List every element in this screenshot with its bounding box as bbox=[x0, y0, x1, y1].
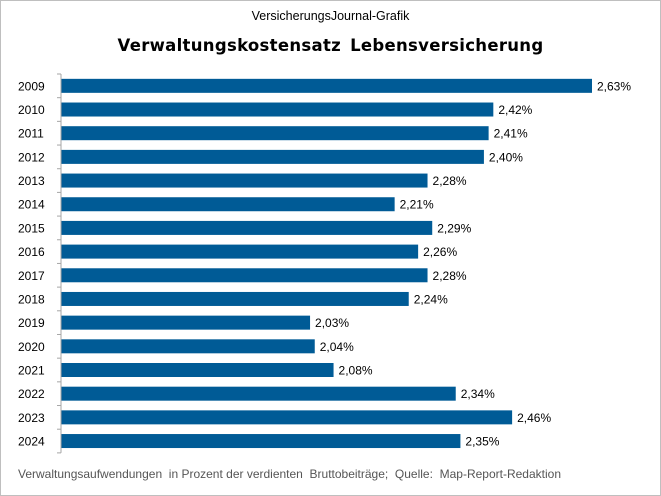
data-label-2012: 2,40% bbox=[489, 150, 523, 164]
data-label-2009: 2,63% bbox=[597, 79, 631, 93]
data-label-2011: 2,41% bbox=[494, 127, 528, 141]
data-label-2015: 2,29% bbox=[437, 221, 471, 235]
data-label-2024: 2,35% bbox=[465, 435, 499, 449]
y-tick-label-2015: 2015 bbox=[18, 221, 45, 235]
bar-2021 bbox=[61, 363, 334, 377]
y-tick-label-2009: 2009 bbox=[18, 79, 45, 93]
bar-2013 bbox=[61, 173, 428, 188]
y-tick-label-2014: 2014 bbox=[18, 198, 45, 212]
bar-2016 bbox=[61, 244, 419, 259]
y-tick-label-2019: 2019 bbox=[18, 316, 45, 330]
data-label-2013: 2,28% bbox=[433, 174, 467, 188]
y-tick-label-2018: 2018 bbox=[18, 292, 45, 306]
data-label-2016: 2,26% bbox=[423, 245, 457, 259]
bar-2012 bbox=[61, 149, 484, 164]
bar-2015 bbox=[61, 220, 433, 235]
data-label-2023: 2,46% bbox=[517, 411, 551, 425]
bar-2009 bbox=[61, 78, 592, 93]
data-label-2010: 2,42% bbox=[498, 103, 532, 117]
y-tick-label-2021: 2021 bbox=[18, 364, 45, 378]
data-label-2018: 2,24% bbox=[414, 292, 448, 306]
data-label-2021: 2,08% bbox=[339, 364, 373, 378]
data-label-2022: 2,34% bbox=[461, 387, 495, 401]
data-label-2017: 2,28% bbox=[433, 269, 467, 283]
bar-2020 bbox=[61, 339, 315, 354]
bar-2018 bbox=[61, 291, 409, 306]
chart-supertitle: VersicherungsJournal-Grafik bbox=[251, 9, 410, 23]
bar-2024 bbox=[61, 434, 461, 449]
y-tick-label-2017: 2017 bbox=[18, 269, 45, 283]
bar-2023 bbox=[61, 410, 513, 425]
y-tick-label-2010: 2010 bbox=[18, 103, 45, 117]
y-tick-label-2016: 2016 bbox=[18, 245, 45, 259]
chart-title: Verwaltungskostensatz Lebensversicherung bbox=[117, 36, 544, 55]
y-tick-label-2011: 2011 bbox=[18, 127, 44, 141]
bar-2011 bbox=[61, 126, 489, 141]
bar-2022 bbox=[61, 386, 456, 401]
chart-footer-source: Verwaltungsaufwendungen in Prozent der v… bbox=[18, 467, 561, 481]
bar-2014 bbox=[61, 197, 395, 212]
bar-2019 bbox=[61, 315, 311, 330]
data-label-2019: 2,03% bbox=[315, 316, 349, 330]
y-tick-label-2023: 2023 bbox=[18, 411, 45, 425]
bar-2010 bbox=[61, 102, 494, 117]
y-tick-label-2013: 2013 bbox=[18, 174, 45, 188]
data-label-2020: 2,04% bbox=[320, 340, 354, 354]
y-tick-label-2012: 2012 bbox=[18, 150, 45, 164]
y-tick-label-2020: 2020 bbox=[18, 340, 45, 354]
bar-2017 bbox=[61, 268, 428, 283]
data-label-2014: 2,21% bbox=[400, 198, 434, 212]
y-tick-label-2022: 2022 bbox=[18, 387, 45, 401]
y-tick-label-2024: 2024 bbox=[18, 435, 45, 449]
